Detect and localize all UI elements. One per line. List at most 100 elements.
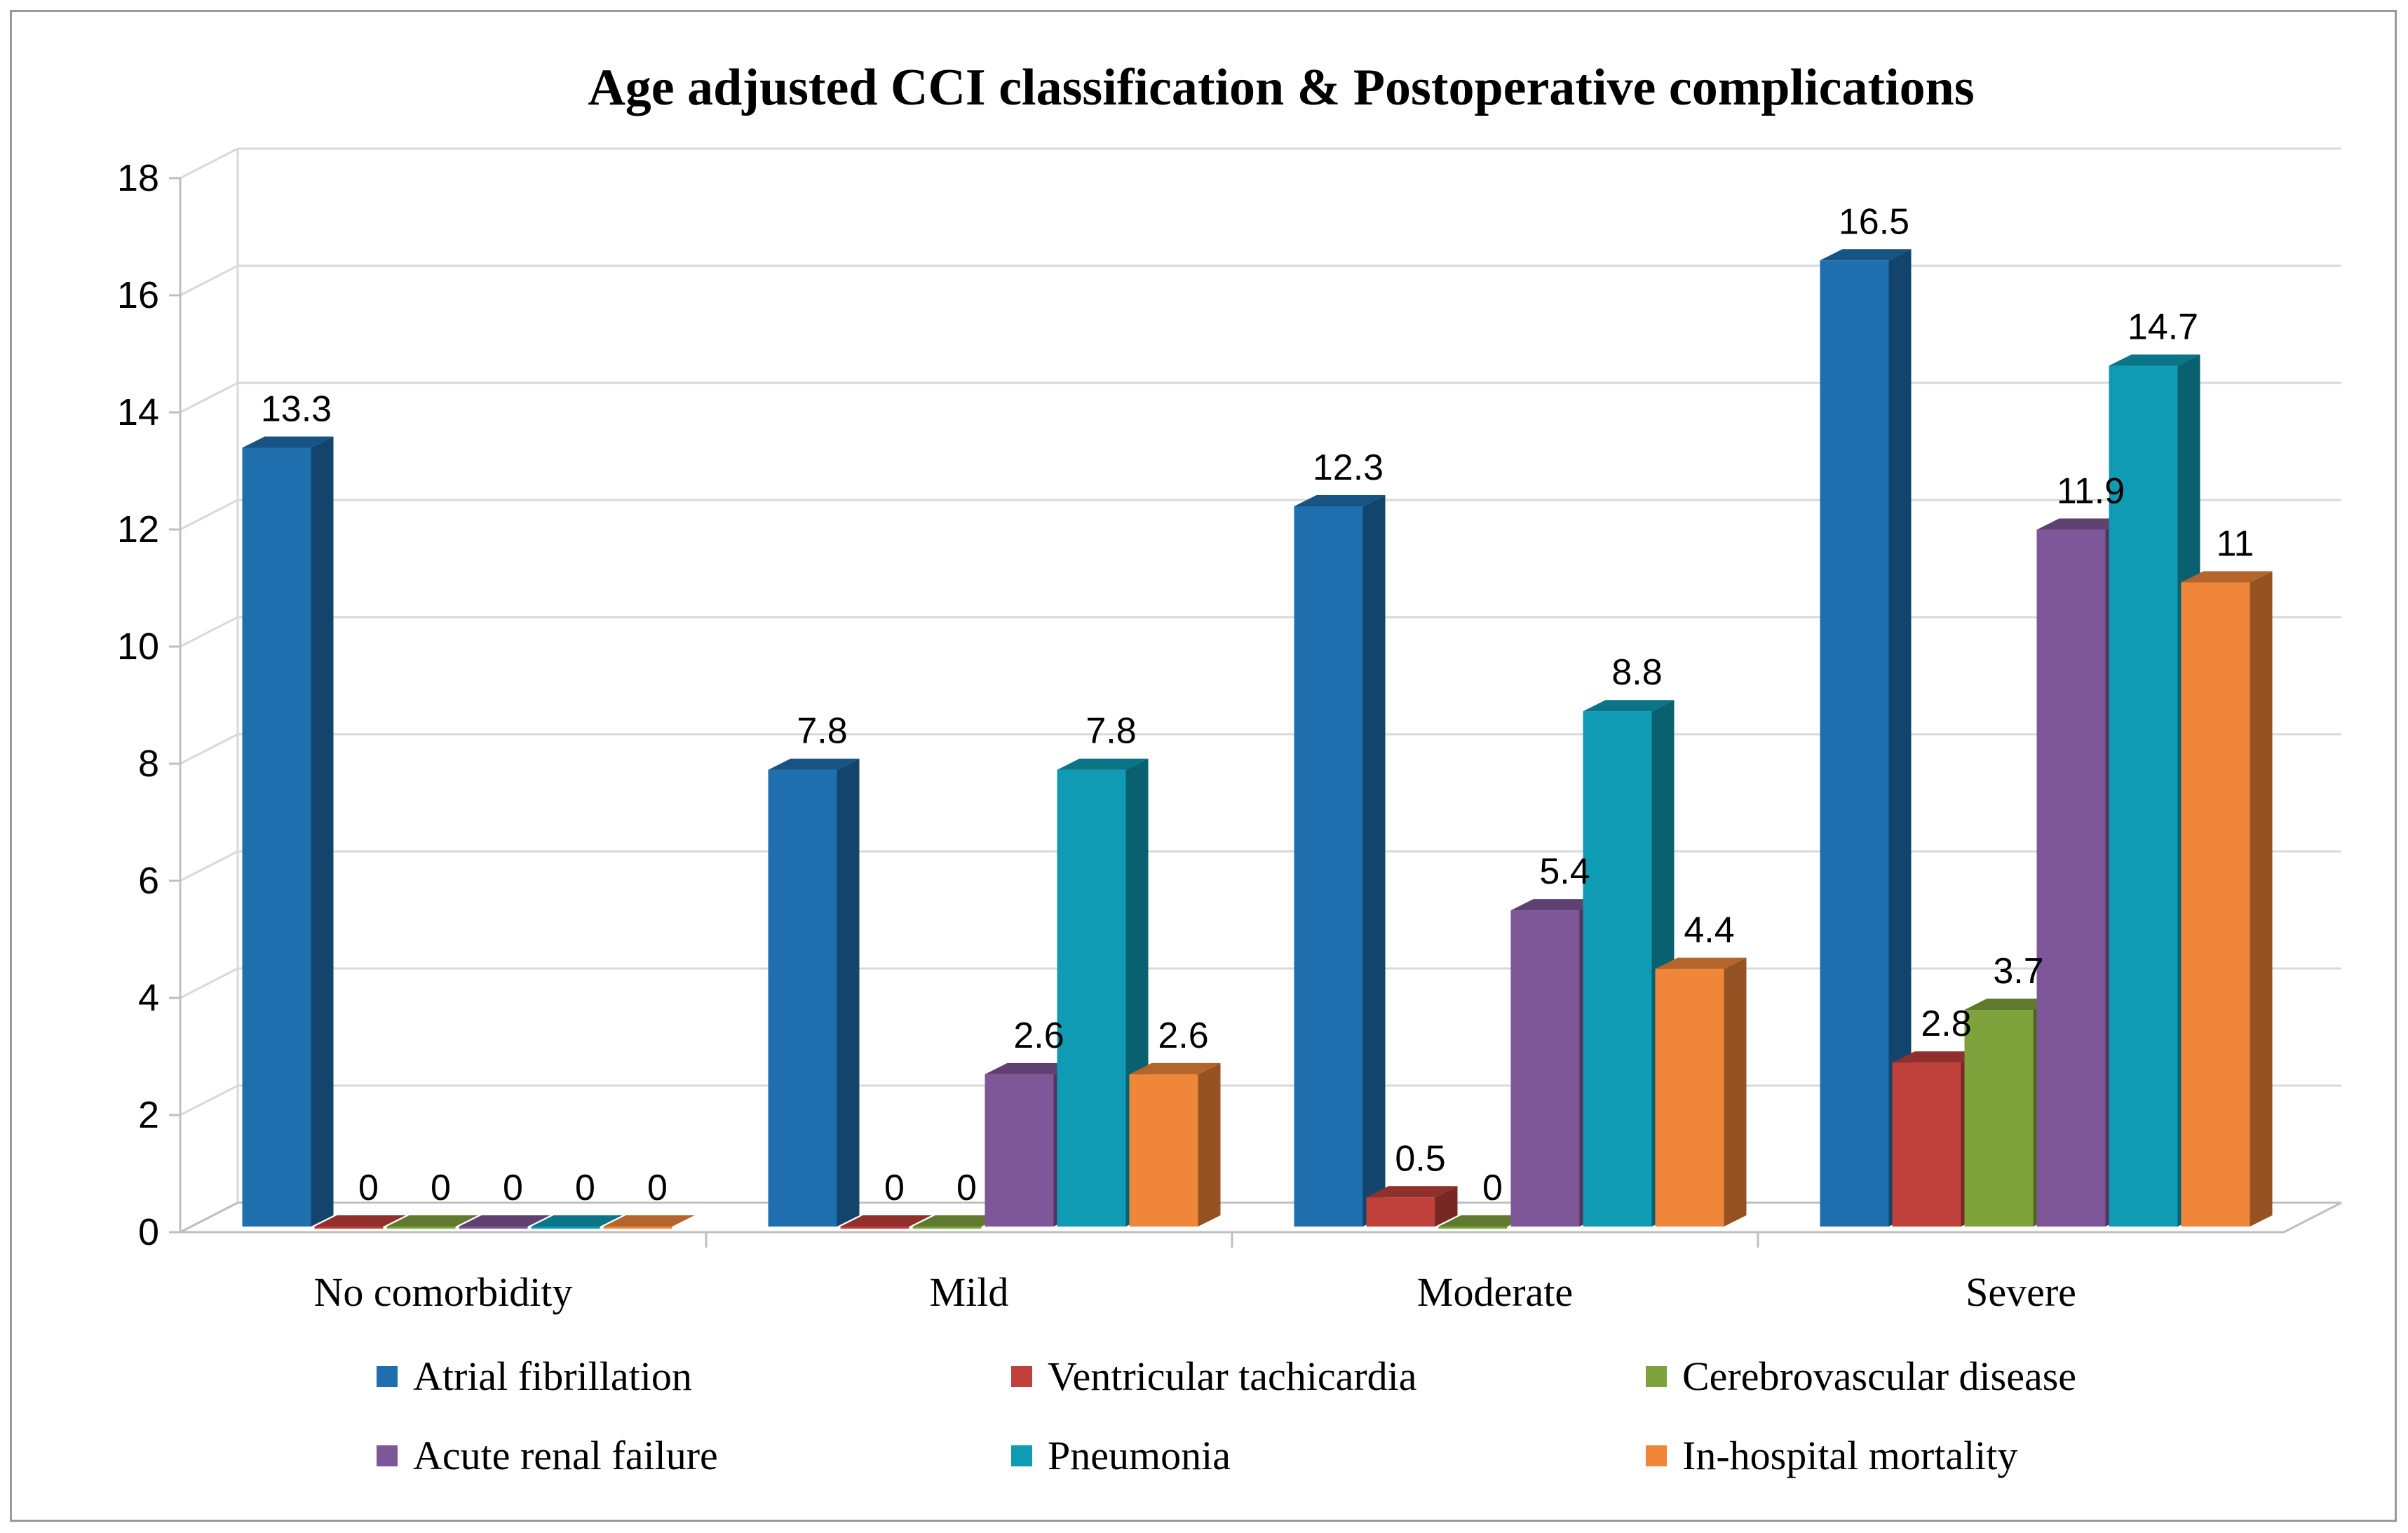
bar-front xyxy=(1820,260,1889,1227)
y-tick-label: 18 xyxy=(117,157,159,199)
data-label: 7.8 xyxy=(1085,711,1136,752)
data-label: 11.9 xyxy=(2057,471,2125,511)
bar-top xyxy=(2109,354,2200,366)
chart-floor xyxy=(180,1201,2342,1234)
bar-front xyxy=(1583,711,1652,1227)
data-label: 3.7 xyxy=(1993,951,2043,992)
data-label-layer: 13.3 0 0 0 0 0 7.8 0 0 2.6 7.8 2.6 12.3 0.5 0 5.4 8.8 4.4… xyxy=(261,201,2254,1208)
legend-label: Ventricular tachicardia xyxy=(1048,1353,1417,1399)
legend-label: Cerebrovascular disease xyxy=(1682,1353,2076,1399)
bar-top xyxy=(531,1215,623,1227)
data-label: 11 xyxy=(2217,524,2254,565)
bar-front xyxy=(314,1227,384,1229)
gridline-side xyxy=(180,850,238,882)
data-label: 0 xyxy=(431,1168,451,1208)
bar xyxy=(314,1215,406,1229)
bar-front xyxy=(386,1227,456,1229)
data-label: 5.4 xyxy=(1539,851,1590,892)
bar xyxy=(459,1215,550,1229)
bar-front xyxy=(1510,910,1580,1227)
bar xyxy=(1129,1062,1221,1227)
y-tick-label: 2 xyxy=(138,1094,159,1136)
bar-top xyxy=(2181,571,2273,583)
data-label: 0 xyxy=(884,1168,905,1208)
data-label: 2.6 xyxy=(1013,1015,1064,1056)
legend-label: Acute renal failure xyxy=(413,1433,718,1478)
bar xyxy=(531,1215,623,1229)
bar-front xyxy=(1964,1010,2034,1227)
bar-front xyxy=(531,1227,600,1229)
data-label: 16.5 xyxy=(1839,201,1909,242)
gridline-side xyxy=(180,967,238,999)
bar-top xyxy=(314,1215,406,1227)
legend-swatch xyxy=(377,1445,398,1466)
legend-swatch xyxy=(377,1366,398,1387)
y-tick-label: 10 xyxy=(117,626,159,668)
data-label: 0 xyxy=(503,1168,523,1208)
bar xyxy=(1438,1215,1530,1229)
bar-top xyxy=(912,1215,1004,1227)
bar-side xyxy=(1888,249,1912,1227)
bar-top xyxy=(1057,758,1149,770)
data-label: 14.7 xyxy=(2128,307,2198,348)
bar-side xyxy=(1435,1186,1458,1227)
y-tick-label: 12 xyxy=(117,508,159,551)
y-tick-label: 0 xyxy=(138,1211,159,1253)
y-tick-label: 6 xyxy=(138,860,159,902)
legend-swatch xyxy=(1646,1445,1667,1466)
x-tick-label: No comorbidity xyxy=(314,1269,573,1315)
bar-side xyxy=(1724,957,1747,1227)
legend-label: Atrial fibrillation xyxy=(413,1353,692,1399)
bar-front xyxy=(2036,529,2106,1227)
bar-front xyxy=(603,1227,672,1229)
bar-top xyxy=(1820,249,1912,261)
bar-front xyxy=(1892,1062,1961,1227)
bar xyxy=(1820,249,1912,1227)
bar-front xyxy=(242,447,311,1227)
y-tick-label: 4 xyxy=(138,977,159,1019)
chart-frame: Age adjusted CCI classification & Postop… xyxy=(10,10,2397,1522)
bar-side xyxy=(1198,1062,1221,1227)
x-tick-label: Mild xyxy=(930,1269,1009,1315)
bar-top xyxy=(1510,899,1602,911)
bar-top xyxy=(1366,1186,1458,1198)
bar-front xyxy=(840,1227,909,1229)
data-label: 8.8 xyxy=(1611,652,1662,693)
legend-swatch xyxy=(1011,1445,1032,1466)
legend-swatch xyxy=(1011,1366,1032,1387)
chart-title: Age adjusted CCI classification & Postop… xyxy=(588,59,1974,116)
gridline-side xyxy=(180,1084,238,1116)
bar xyxy=(1655,957,1747,1227)
bar xyxy=(242,436,334,1227)
bar-front xyxy=(985,1074,1054,1227)
bar xyxy=(386,1215,478,1229)
data-label: 4.4 xyxy=(1684,910,1734,951)
x-tick-label: Severe xyxy=(1966,1269,2076,1315)
data-label: 2.8 xyxy=(1921,1004,1971,1044)
bar-front xyxy=(2109,365,2178,1227)
data-label: 0 xyxy=(575,1168,595,1208)
bar-front xyxy=(1129,1074,1198,1227)
data-label: 12.3 xyxy=(1313,447,1384,488)
bar xyxy=(768,758,860,1227)
legend: Atrial fibrillation Ventricular tachicard… xyxy=(377,1353,2076,1478)
bar xyxy=(1294,494,1386,1227)
data-label: 0 xyxy=(647,1168,668,1208)
data-label: 0 xyxy=(1482,1168,1503,1208)
bar-top xyxy=(1438,1215,1530,1227)
data-label: 7.8 xyxy=(797,711,847,752)
axis-layer: 0 2 4 6 8 10 12 14 16 18 No comorbidity Mild Moderat… xyxy=(117,157,2342,1315)
bar xyxy=(603,1215,695,1229)
legend-item: Atrial fibrillation xyxy=(377,1353,692,1399)
bar-top xyxy=(1964,999,2056,1011)
bar-front xyxy=(1294,506,1363,1227)
bar-top xyxy=(1129,1062,1221,1074)
bar-top xyxy=(840,1215,932,1227)
gridline-side xyxy=(180,499,238,531)
bar-top xyxy=(242,436,334,448)
data-label: 0 xyxy=(956,1168,977,1208)
legend-item: Pneumonia xyxy=(1011,1433,1231,1478)
bar-front xyxy=(1655,968,1724,1227)
legend-item: In-hospital mortality xyxy=(1646,1433,2017,1478)
bar-top xyxy=(386,1215,478,1227)
